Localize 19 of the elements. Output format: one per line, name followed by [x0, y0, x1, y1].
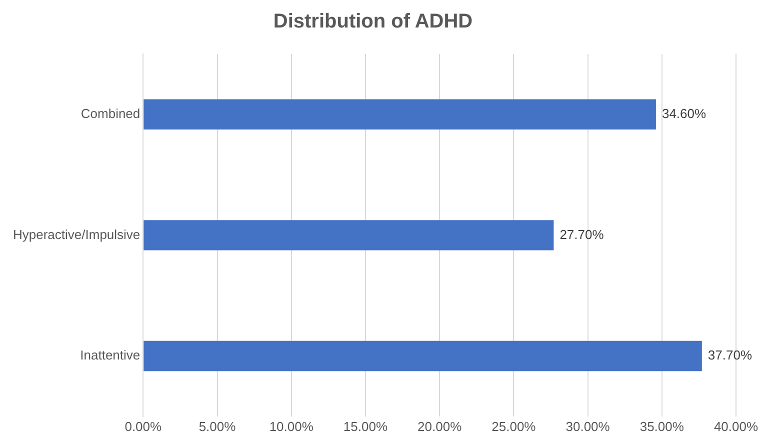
bar: [144, 99, 656, 130]
x-tick-label: 40.00%: [714, 418, 758, 434]
x-tick-label: 30.00%: [566, 418, 610, 434]
x-tick-label: 20.00%: [418, 418, 462, 434]
y-tick-label: Inattentive: [80, 348, 140, 363]
x-tick-label: 35.00%: [640, 418, 684, 434]
x-tick-label: 0.00%: [124, 418, 162, 434]
data-label: 27.70%: [560, 226, 604, 242]
data-label: 37.70%: [708, 348, 752, 363]
data-label: 34.60%: [662, 106, 706, 121]
y-tick-label: Hyperactive/Impulsive: [13, 226, 140, 242]
x-tick-label: 25.00%: [492, 418, 536, 434]
y-tick-label: Combined: [80, 106, 140, 121]
bar: [144, 220, 554, 250]
bar: [144, 340, 702, 372]
x-tick-label: 10.00%: [269, 418, 314, 434]
x-tick-label: 15.00%: [343, 418, 388, 434]
chart-title: Distribution of ADHD: [273, 10, 473, 33]
x-tick-label: 5.00%: [198, 418, 236, 434]
